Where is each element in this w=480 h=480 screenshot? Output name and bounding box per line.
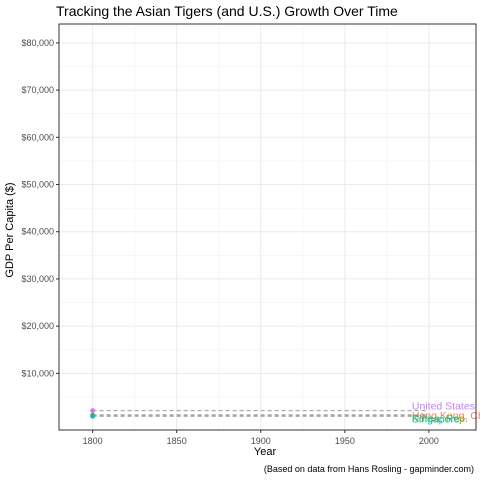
y-tick-label: $10,000 xyxy=(21,368,54,378)
series-end-label: Hong Kong, China xyxy=(412,410,480,422)
y-tick-label: $60,000 xyxy=(21,132,54,142)
y-tick-label: $30,000 xyxy=(21,274,54,284)
y-tick-label: $40,000 xyxy=(21,227,54,237)
y-tick-label: $70,000 xyxy=(21,85,54,95)
y-axis-title: GDP Per Capita ($) xyxy=(4,182,16,277)
series-end-label: Singapore xyxy=(412,413,460,425)
y-tick-label: $50,000 xyxy=(21,180,54,190)
series-end-label: Korea, Rep. xyxy=(412,413,468,425)
y-tick-label: $20,000 xyxy=(21,321,54,331)
x-tick-label: 1800 xyxy=(83,436,103,446)
x-tick-label: 1950 xyxy=(335,436,355,446)
x-axis-title: Year xyxy=(254,446,277,458)
series-layer xyxy=(90,408,429,419)
series-end-label: United States xyxy=(412,401,475,413)
chart-caption: (Based on data from Hans Rosling - gapmi… xyxy=(264,464,474,474)
y-axis: $10,000 $20,000 $30,000 $40,000 $50,000 $60,0… xyxy=(21,38,59,378)
x-tick-label: 2000 xyxy=(419,436,439,446)
series-point xyxy=(90,413,96,419)
y-tick-label: $80,000 xyxy=(21,38,54,48)
x-axis: 1800 1850 1900 1950 2000 xyxy=(83,430,439,446)
chart-title: Tracking the Asian Tigers (and U.S.) Gro… xyxy=(56,3,398,19)
x-tick-label: 1850 xyxy=(167,436,187,446)
grid-lines xyxy=(59,24,476,430)
panel-border xyxy=(58,23,477,431)
x-tick-label: 1900 xyxy=(251,436,271,446)
series-point xyxy=(90,408,96,414)
